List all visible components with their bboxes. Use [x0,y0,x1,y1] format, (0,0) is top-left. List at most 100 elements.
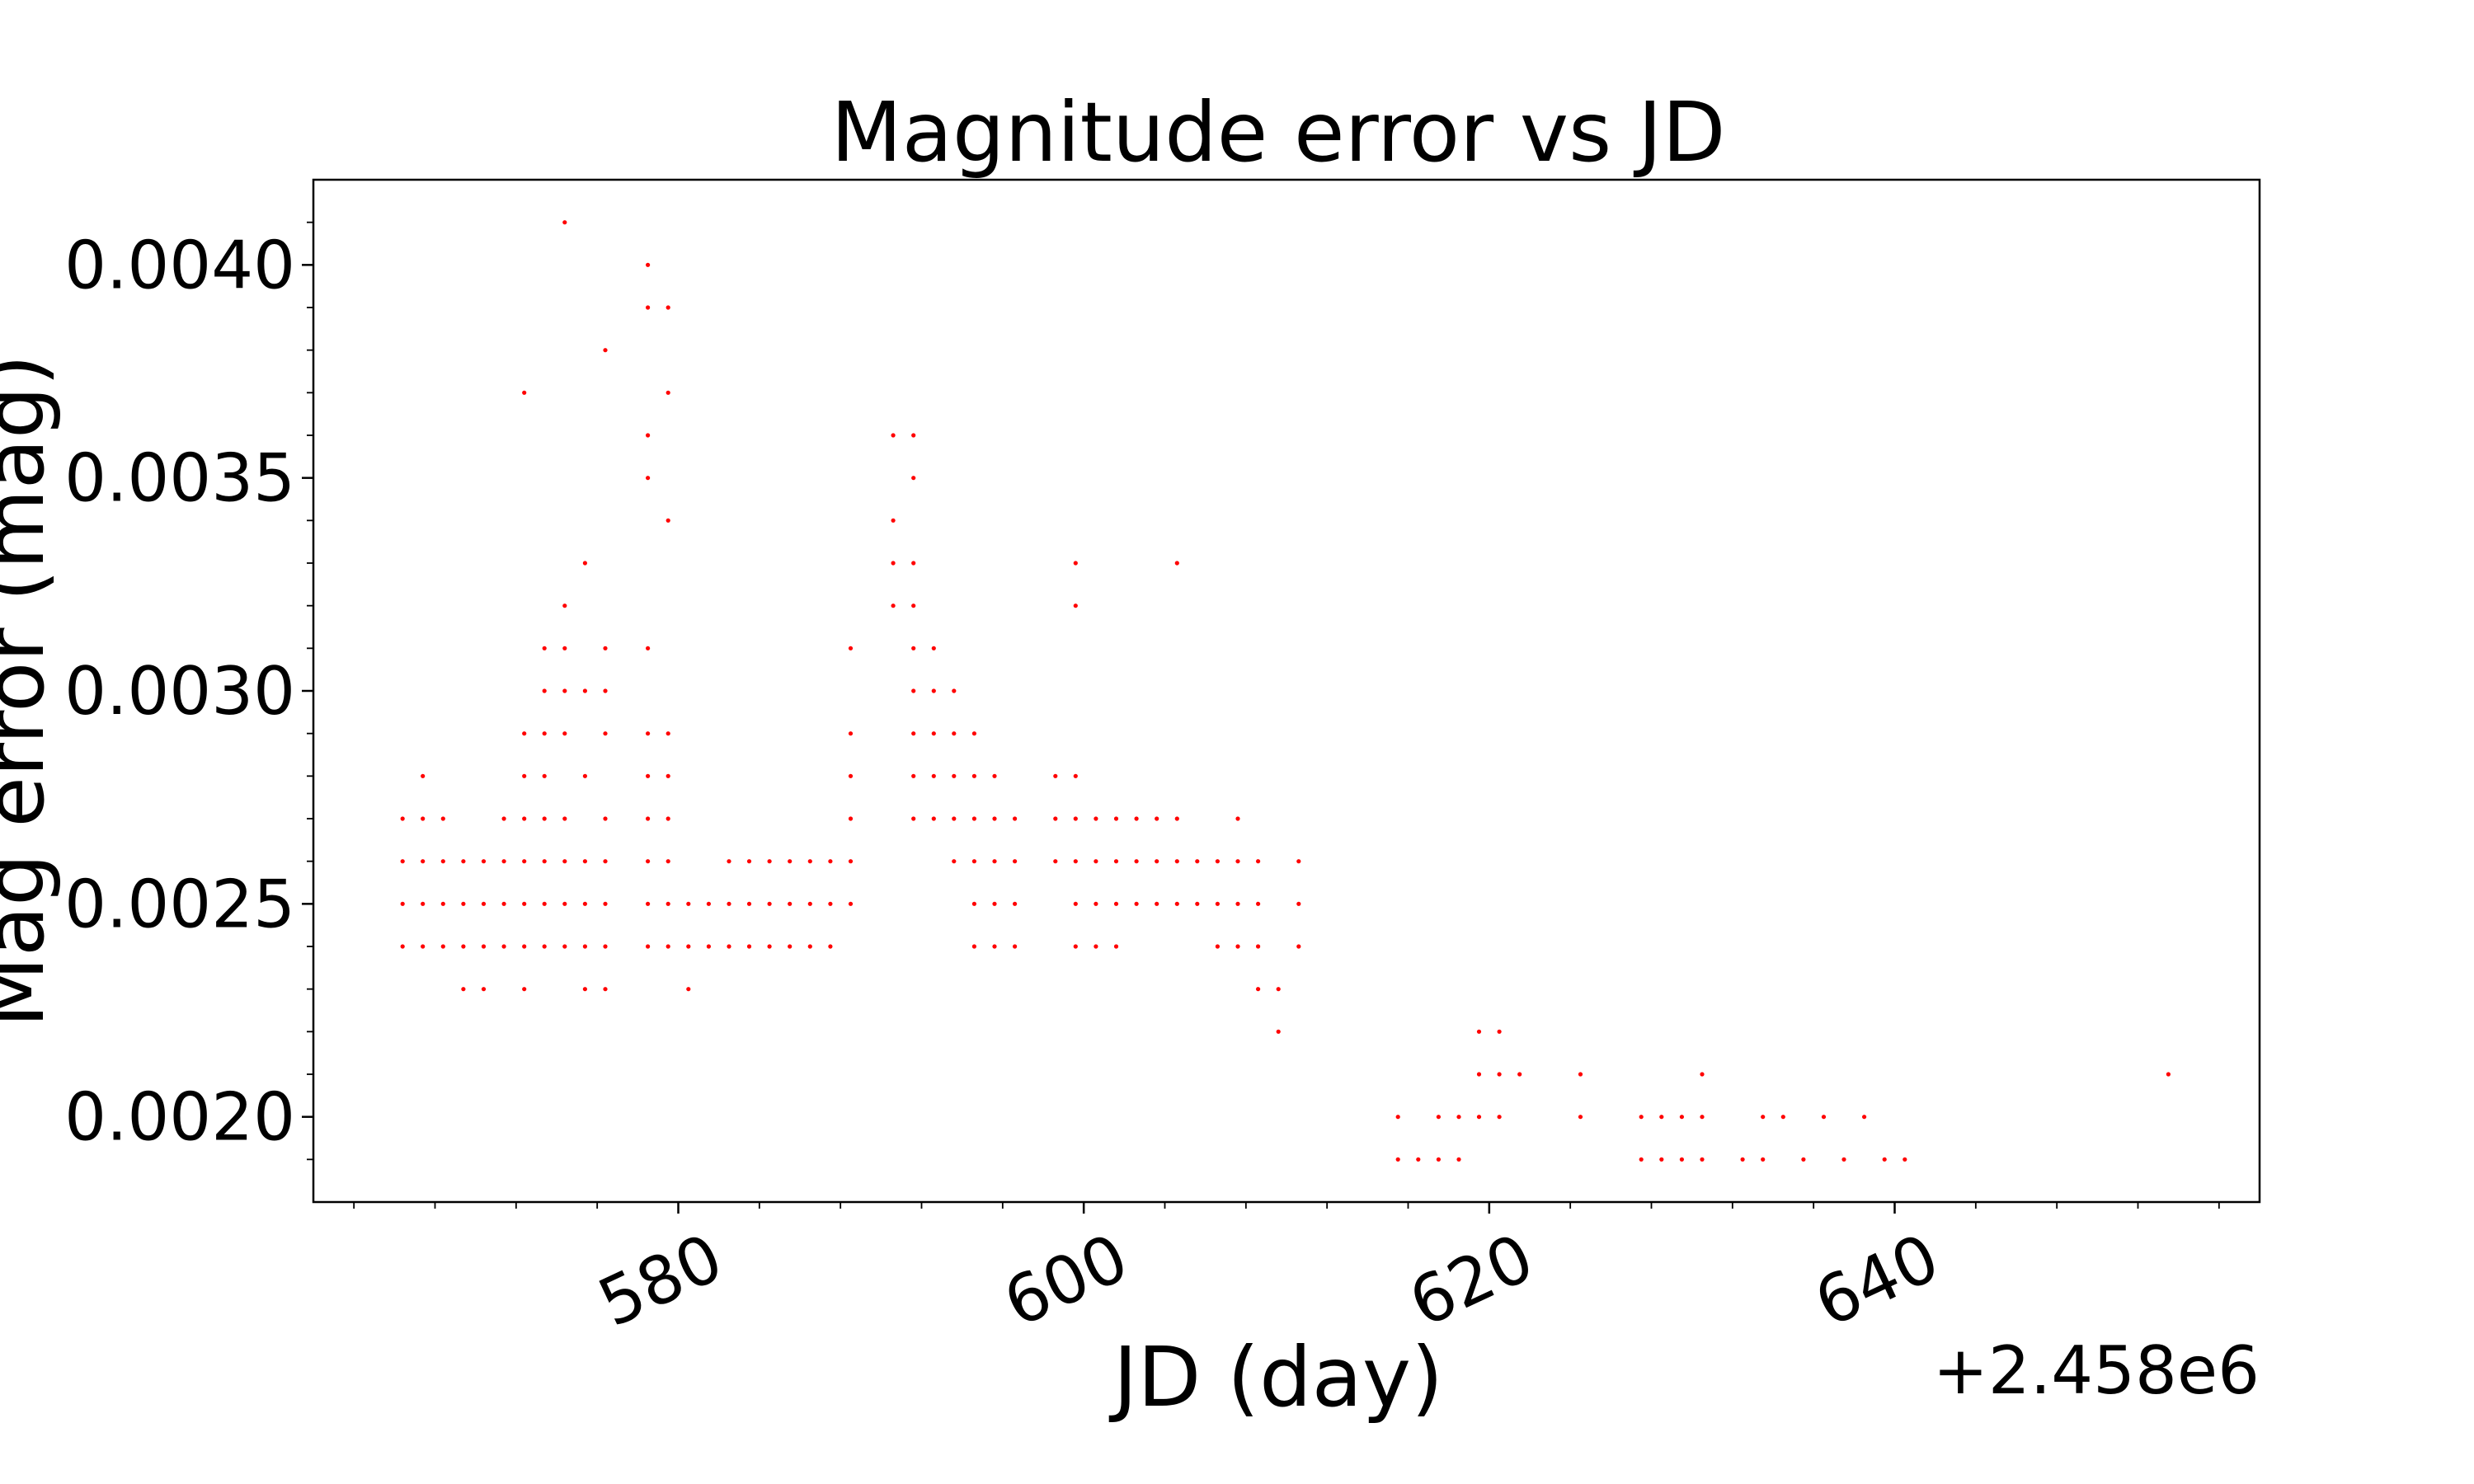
data-point [788,859,793,864]
data-point [1659,1157,1664,1162]
data-point [646,433,651,438]
x-tick-label: 620 [1398,1219,1545,1342]
data-point [911,773,916,778]
data-point [603,944,608,949]
data-point [1639,1115,1644,1120]
x-axis-ticks: 580 600 620 640 [353,1202,2220,1342]
data-point [911,561,916,566]
data-point [481,944,487,949]
data-point [562,859,567,864]
data-point [440,901,445,906]
y-axis-label: Mag error (mag) [0,355,63,1028]
data-point [1497,1029,1502,1034]
data-point [1679,1157,1684,1162]
data-point [1256,987,1261,992]
data-point [848,859,854,864]
data-point [582,561,588,566]
x-tick-label: 600 [993,1219,1140,1342]
data-point [582,987,588,992]
data-point [1113,901,1119,906]
data-point [1174,859,1179,864]
data-point [971,773,976,778]
data-point [1013,944,1018,949]
data-point [646,816,651,821]
data-point [911,433,916,438]
data-point [522,859,527,864]
data-point [603,901,608,906]
data-point [542,944,547,949]
data-point [666,816,670,821]
data-point [1801,1157,1806,1162]
data-point [891,433,896,438]
data-point [522,901,527,906]
data-point [400,944,405,949]
data-point [706,901,712,906]
data-point [1882,1157,1887,1162]
data-point [603,646,608,650]
data-point [848,731,854,736]
data-point [1700,1115,1705,1120]
data-point [1235,859,1240,864]
data-point [603,731,608,736]
data-point [1113,944,1119,949]
data-point [421,944,426,949]
x-tick-label: 640 [1804,1219,1950,1342]
data-point [1436,1115,1441,1120]
data-point [828,901,833,906]
data-point [542,816,547,821]
data-point [603,688,608,693]
data-point [1416,1157,1421,1162]
data-point [1276,987,1281,992]
data-point [603,987,608,992]
data-point [603,859,608,864]
data-point [646,859,651,864]
data-point [1053,859,1058,864]
data-point [1841,1157,1846,1162]
data-point [1476,1029,1482,1034]
data-point [931,688,936,693]
data-point [1395,1157,1400,1162]
data-point [1659,1115,1664,1120]
data-point [646,476,651,481]
data-point [501,816,506,821]
data-point [1113,859,1119,864]
data-point [461,987,466,992]
data-point [582,901,588,906]
data-point [1456,1157,1461,1162]
data-point [1761,1115,1766,1120]
data-point [1235,816,1240,821]
data-point [666,518,670,523]
data-point [1235,901,1240,906]
data-point [421,901,426,906]
data-point [1134,901,1139,906]
data-point [522,390,527,395]
data-point [1195,901,1200,906]
data-point [686,944,691,949]
data-point [1174,816,1179,821]
data-point [646,773,651,778]
data-point [646,901,651,906]
data-point [646,646,651,650]
data-point [992,773,997,778]
data-point [400,901,405,906]
data-point [1013,859,1018,864]
data-point [971,944,976,949]
data-point [1679,1115,1684,1120]
data-point [562,901,567,906]
data-point [1517,1072,1522,1077]
y-axis-ticks: 0.0020 0.0025 0.0030 0.0035 0.0040 [64,221,313,1161]
data-points [400,220,2171,1162]
data-point [911,688,916,693]
data-point [848,816,854,821]
data-point [542,859,547,864]
data-point [1256,859,1261,864]
data-point [1862,1115,1867,1120]
data-point [828,944,833,949]
y-tick-label: 0.0035 [64,440,295,517]
data-point [646,305,651,310]
y-tick-label: 0.0020 [64,1079,295,1156]
data-point [788,901,793,906]
data-point [542,901,547,906]
data-point [1155,816,1159,821]
data-point [1700,1072,1705,1077]
